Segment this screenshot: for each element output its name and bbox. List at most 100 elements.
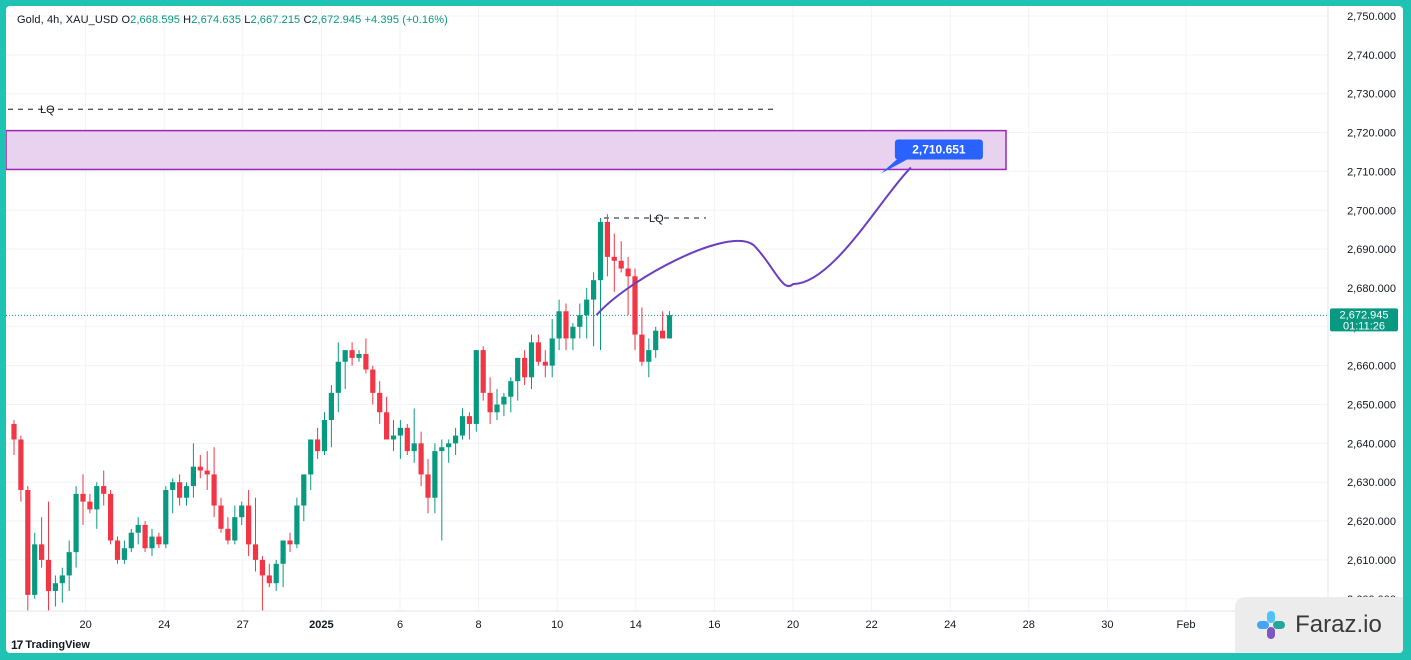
candle-body [252, 544, 259, 560]
candle-body [356, 353, 362, 358]
target-badge[interactable]: 2,710.651 [880, 139, 983, 174]
candle-body [425, 474, 431, 498]
candle [52, 575, 58, 607]
candle-body [660, 330, 666, 339]
candle [80, 474, 86, 525]
candle-body [66, 552, 72, 576]
price-tick-label: 2,700.000 [1347, 205, 1396, 217]
candle [384, 396, 390, 440]
candle [101, 470, 107, 506]
candle [480, 346, 486, 401]
candle [204, 451, 210, 490]
tradingview-logo[interactable]: 17 TradingView [11, 638, 90, 652]
candle-body [101, 486, 107, 494]
candle-body [384, 412, 390, 440]
candle [625, 256, 631, 316]
candle [315, 427, 321, 459]
candle [508, 377, 514, 413]
close-value: 2,672.945 [311, 14, 362, 26]
chart-frame: LQ LQ 2,710.651 2,750.000 2,740.000 2,730.… [6, 6, 1403, 653]
candle [301, 474, 307, 522]
candle [577, 303, 583, 339]
candle [349, 342, 355, 366]
candle-body [666, 315, 673, 339]
candle [418, 431, 424, 487]
target-badge-label: 2,710.651 [912, 143, 966, 157]
candle-body [653, 330, 659, 351]
candle [190, 443, 196, 498]
candle-body [563, 311, 569, 339]
candle [25, 486, 31, 611]
candle-body [418, 443, 424, 475]
candle-body [266, 575, 272, 584]
candle-body [549, 338, 555, 366]
candle [439, 439, 445, 541]
candle-body [411, 443, 417, 452]
candle-body [397, 427, 403, 436]
candle-body [204, 470, 210, 475]
candle-body [32, 544, 38, 595]
candle-body [246, 505, 252, 545]
candle [542, 350, 548, 378]
candle-body [473, 350, 479, 424]
symbol-legend[interactable]: Gold, 4h, XAU_USD O2,668.595 H2,674.635 … [17, 14, 448, 26]
candle-body [52, 583, 58, 591]
time-tick-label: 30 [1101, 619, 1113, 631]
candle-body [18, 439, 24, 490]
candle [259, 556, 265, 611]
candle-body [632, 276, 638, 335]
candle [142, 521, 148, 553]
candle-body [232, 517, 238, 541]
price-tick-label: 2,680.000 [1347, 283, 1396, 295]
candle [432, 443, 438, 514]
candle-body [508, 381, 514, 397]
candle [487, 377, 493, 424]
candle-body [197, 466, 203, 471]
candle-body [604, 221, 610, 257]
candle-body [259, 559, 265, 576]
supply-zone[interactable] [6, 129, 1007, 171]
faraz-watermark-label: Faraz.io [1295, 611, 1382, 638]
candles [11, 214, 673, 611]
faraz-logo-icon [1257, 611, 1286, 639]
candle-body [522, 357, 528, 378]
candle-body [163, 489, 169, 545]
candle [522, 350, 528, 386]
price-tick-label: 2,730.000 [1347, 89, 1396, 101]
candle [32, 532, 38, 599]
last-price-label: 2,672.945 [1340, 309, 1389, 321]
price-tick-label: 2,710.000 [1347, 166, 1396, 178]
candle-body [335, 361, 341, 393]
time-tick-label: 28 [1023, 619, 1035, 631]
candle-body [342, 350, 348, 362]
chart-canvas[interactable]: LQ LQ 2,710.651 2,750.000 2,740.000 2,730.… [6, 6, 1403, 653]
open-key: O [121, 14, 131, 26]
candle-body [432, 451, 438, 498]
candle [280, 540, 286, 588]
target-pointer [880, 157, 911, 174]
low-key: L [244, 14, 251, 26]
candle [466, 412, 472, 440]
candle-body [80, 493, 86, 502]
candle-body [618, 260, 624, 269]
candle [356, 350, 362, 362]
candle [128, 528, 134, 553]
projection-path[interactable] [595, 166, 912, 316]
candle [66, 540, 72, 591]
candle [183, 482, 190, 506]
candle-body [556, 311, 562, 339]
time-tick-label: 2025 [309, 619, 333, 631]
candle-body [11, 423, 17, 440]
candle-body [156, 536, 162, 545]
candle-body [114, 540, 121, 560]
time-axis[interactable]: 20 24 27 2025 6 8 10 14 16 20 22 24 28 30 Feb [79, 619, 1195, 631]
candle [653, 326, 659, 358]
candle-body [273, 563, 279, 584]
candle [604, 214, 610, 277]
candle-body [211, 474, 217, 506]
time-tick-label: 8 [476, 619, 482, 631]
high-key: H [183, 14, 192, 26]
candle-body [218, 505, 224, 529]
candle-body [625, 268, 631, 277]
candle-body [39, 544, 45, 560]
